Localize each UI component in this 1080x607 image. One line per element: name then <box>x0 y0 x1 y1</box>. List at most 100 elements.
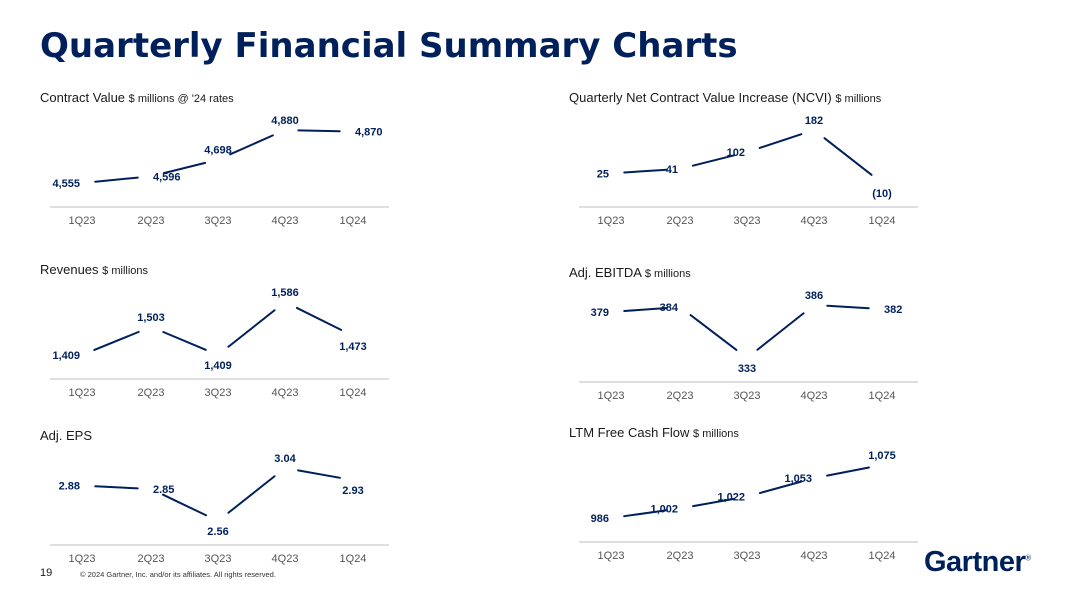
chart-panel-adj-ebitda: Adj. EBITDA $ millions 1Q23 2Q23 3Q23 4Q23 1… <box>569 265 1069 425</box>
page-number: 19 <box>40 567 53 579</box>
chart-title: Revenues $ millions <box>40 262 148 277</box>
chart-title-text: Adj. EPS <box>40 428 93 443</box>
data-label: 2.93 <box>342 485 363 497</box>
data-label: 1,075 <box>868 450 896 462</box>
x-tick-label: 1Q23 <box>69 387 96 399</box>
chart-panel-revenues: Revenues $ millions 1Q23 2Q23 3Q23 4Q23 1Q24… <box>40 262 540 422</box>
chart-unit: $ millions <box>835 93 882 105</box>
x-tick-label: 3Q23 <box>734 550 761 562</box>
chart-title-text: Adj. EBITDA <box>569 265 642 280</box>
data-label: 986 <box>591 513 609 525</box>
gartner-logo: Gartner® <box>924 546 1031 579</box>
series-line-segment <box>162 161 207 175</box>
series-line-segment <box>161 493 208 517</box>
logo-registered-mark: ® <box>1025 553 1031 563</box>
data-label: 1,002 <box>650 503 678 515</box>
chart-title: Contract Value $ millions @ '24 rates <box>40 90 234 105</box>
line-chart-ltm-fcf: 1Q23 2Q23 3Q23 4Q23 1Q24 986 1,002 1,022 1,053 1,… <box>579 450 918 562</box>
data-label: 1,473 <box>339 341 367 353</box>
data-label: 2.56 <box>207 526 228 538</box>
series-line-segment <box>623 306 668 313</box>
x-tick-label: 1Q24 <box>869 215 896 227</box>
data-label: 379 <box>591 307 609 319</box>
chart-title-text: Revenues <box>40 262 99 277</box>
x-tick-label: 2Q23 <box>138 215 165 227</box>
data-label: 4,880 <box>271 115 299 127</box>
x-tick-label: 1Q23 <box>69 553 96 565</box>
line-chart-adj-ebitda: 1Q23 2Q23 3Q23 4Q23 1Q24 379 384 333 386 382 <box>579 290 918 402</box>
series-line-segment <box>623 168 668 174</box>
chart-panel-contract-value: Contract Value $ millions @ '24 rates 1Q… <box>40 90 540 250</box>
x-tick-label: 2Q23 <box>138 387 165 399</box>
x-tick-label: 1Q24 <box>340 387 367 399</box>
data-label: 1,503 <box>137 312 165 324</box>
chart-title-text: LTM Free Cash Flow <box>569 425 690 440</box>
series-line-segment <box>758 480 803 495</box>
data-label: 4,555 <box>52 178 80 190</box>
x-tick-label: 3Q23 <box>205 387 232 399</box>
series-line-segment <box>297 469 341 479</box>
logo-text: Gartner <box>924 546 1026 578</box>
x-tick-label: 2Q23 <box>667 215 694 227</box>
series-line-segment <box>689 314 738 351</box>
x-tick-label: 1Q23 <box>69 215 96 227</box>
chart-unit: $ millions <box>644 268 691 280</box>
data-label: 1,586 <box>271 287 299 299</box>
series-line-segment <box>623 509 668 518</box>
series-line-segment <box>94 485 139 490</box>
chart-title: LTM Free Cash Flow $ millions <box>569 425 739 440</box>
series-line-segment <box>162 331 207 351</box>
series-line-segment <box>826 304 870 310</box>
series-line-segment <box>229 134 274 156</box>
x-tick-label: 2Q23 <box>138 553 165 565</box>
series-line-segment <box>297 129 341 133</box>
data-label: 333 <box>738 363 756 375</box>
x-tick-label: 4Q23 <box>801 390 828 402</box>
data-label: 384 <box>660 302 679 314</box>
x-tick-label: 1Q24 <box>869 390 896 402</box>
chart-panel-ltm-fcf: LTM Free Cash Flow $ millions 1Q23 2Q23 3Q… <box>569 425 1069 585</box>
line-chart-contract-value: 1Q23 2Q23 3Q23 4Q23 1Q24 4,555 4,596 4,698 4,880… <box>50 115 389 227</box>
x-tick-label: 2Q23 <box>667 550 694 562</box>
data-label: 382 <box>884 304 902 316</box>
data-label: 1,409 <box>204 360 232 372</box>
series-line-segment <box>94 176 139 183</box>
series-line-segment <box>823 137 873 176</box>
series-line-segment <box>227 309 276 348</box>
chart-unit: $ millions <box>693 428 739 440</box>
data-label: 2.88 <box>59 481 80 493</box>
page-title: Quarterly Financial Summary Charts <box>40 26 738 66</box>
chart-unit: $ millions <box>102 265 149 277</box>
x-tick-label: 1Q24 <box>869 550 896 562</box>
x-tick-label: 4Q23 <box>272 215 299 227</box>
x-tick-label: 1Q23 <box>598 390 625 402</box>
x-tick-label: 3Q23 <box>205 553 232 565</box>
data-label: (10) <box>872 188 892 200</box>
x-tick-label: 1Q24 <box>340 215 367 227</box>
series-line-segment <box>227 475 276 514</box>
series-line-segment <box>692 497 735 508</box>
chart-title: Adj. EPS <box>40 428 92 443</box>
series-line-segment <box>826 466 870 477</box>
chart-panel-ncvi: Quarterly Net Contract Value Increase (N… <box>569 90 1069 250</box>
x-tick-label: 4Q23 <box>801 215 828 227</box>
series-line-segment <box>295 306 343 331</box>
x-tick-label: 4Q23 <box>272 387 299 399</box>
x-tick-label: 2Q23 <box>667 390 694 402</box>
x-tick-label: 3Q23 <box>205 215 232 227</box>
chart-title-text: Quarterly Net Contract Value Increase (N… <box>569 90 832 105</box>
x-tick-label: 1Q23 <box>598 550 625 562</box>
x-tick-label: 4Q23 <box>272 553 299 565</box>
data-label: 182 <box>805 115 823 127</box>
data-label: 1,053 <box>784 473 812 485</box>
data-label: 4,698 <box>204 145 232 157</box>
series-line-segment <box>93 330 140 351</box>
data-label: 1,409 <box>52 350 80 362</box>
x-tick-label: 1Q23 <box>598 215 625 227</box>
chart-title: Adj. EBITDA $ millions <box>569 265 691 280</box>
data-label: 4,870 <box>355 127 383 139</box>
data-label: 102 <box>727 147 745 159</box>
data-label: 3.04 <box>274 453 296 465</box>
data-label: 1,022 <box>717 492 745 504</box>
data-label: 25 <box>597 168 609 180</box>
